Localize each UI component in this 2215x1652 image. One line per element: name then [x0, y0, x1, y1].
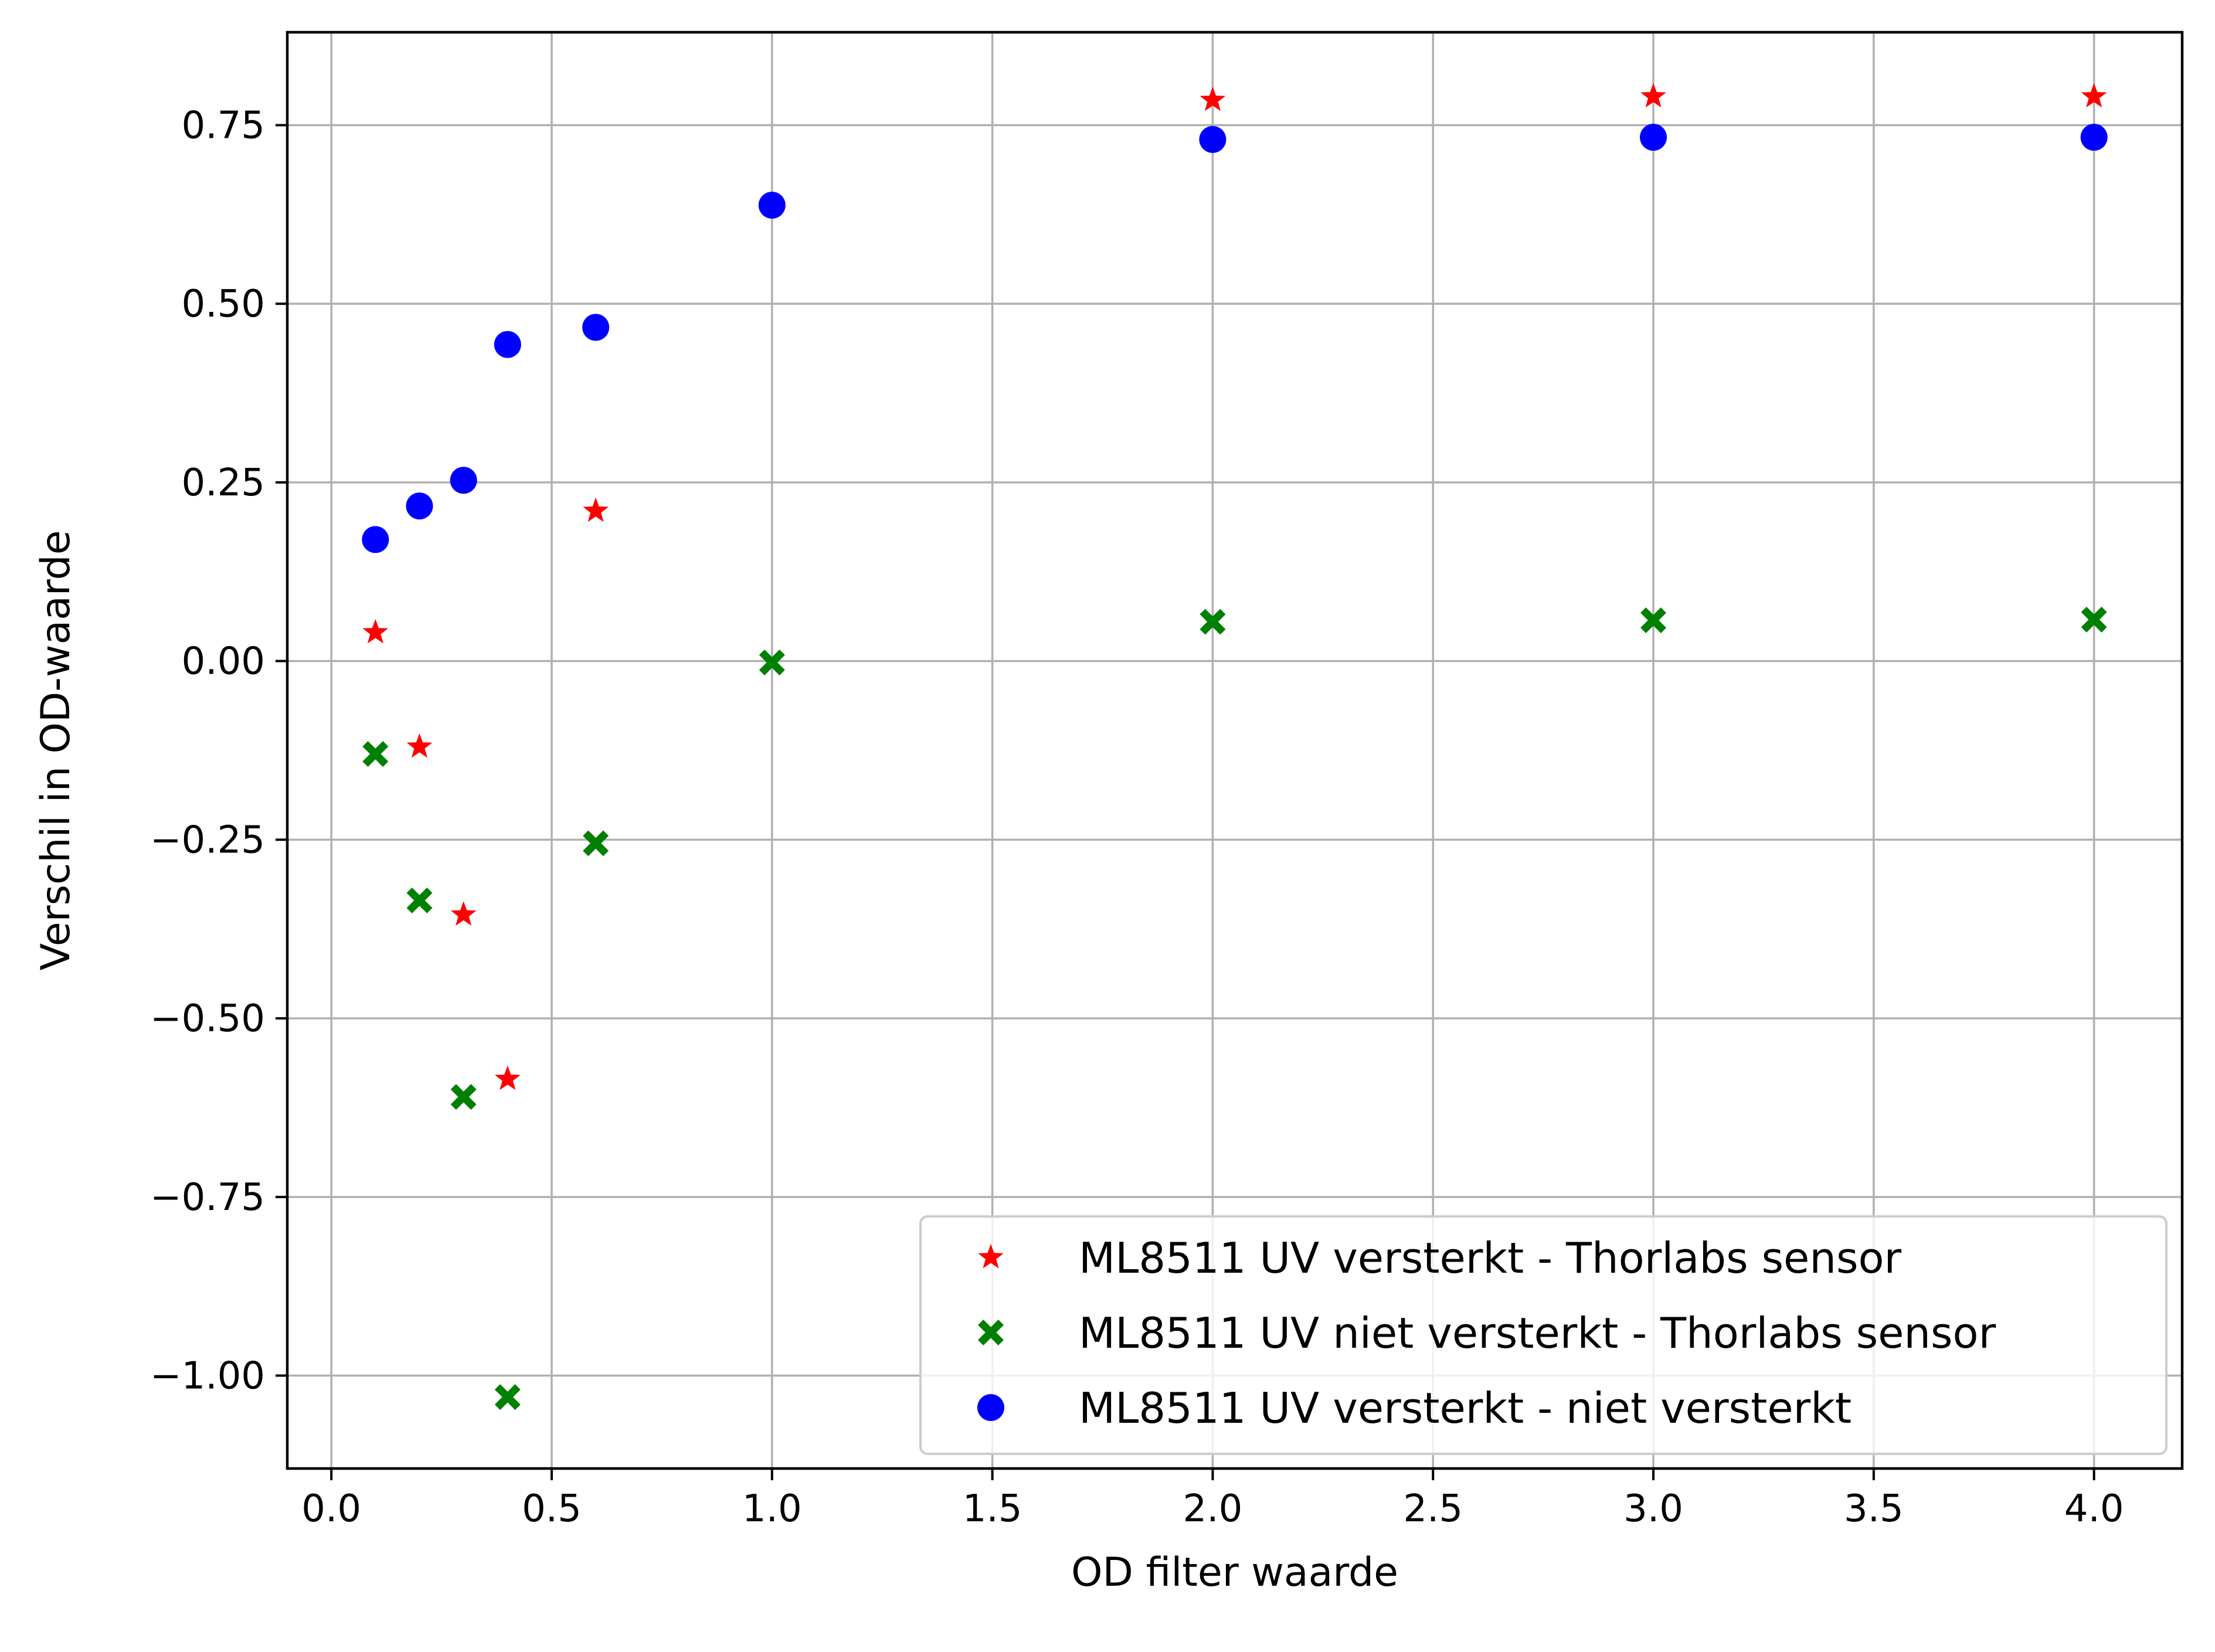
y-tick-label: −0.25	[150, 818, 265, 862]
data-point	[582, 314, 610, 341]
y-axis-label: Verschil in OD-waarde	[33, 530, 79, 970]
data-points	[362, 83, 2108, 1410]
x-tick-label: 3.0	[1623, 1487, 1683, 1531]
series-2	[362, 606, 2107, 1410]
legend-label: ML8511 UV versterkt - Thorlabs sensor	[1079, 1233, 1902, 1283]
data-point	[450, 467, 477, 494]
y-tick-label: −1.00	[150, 1355, 265, 1398]
data-point	[406, 492, 433, 520]
legend-marker	[978, 1320, 1004, 1345]
grid-lines	[287, 32, 2182, 1469]
y-tick-label: 0.25	[182, 461, 266, 505]
y-tick-label: −0.75	[150, 1176, 265, 1219]
legend-label: ML8511 UV versterkt - niet versterkt	[1079, 1384, 1852, 1433]
data-point	[362, 526, 389, 553]
legend-box	[919, 1215, 2168, 1455]
x-tick-label: 0.0	[301, 1487, 361, 1531]
data-point	[450, 1084, 477, 1110]
data-point	[406, 887, 433, 913]
data-point	[450, 901, 477, 926]
y-tick-label: 0.50	[182, 283, 266, 326]
data-point	[1199, 125, 1227, 153]
data-point	[406, 733, 433, 758]
data-point	[2081, 606, 2107, 633]
legend-marker	[977, 1394, 1004, 1421]
data-point	[494, 1384, 521, 1410]
legend: ML8511 UV versterkt - Thorlabs sensor ML8…	[919, 1215, 2168, 1455]
data-point	[494, 1065, 521, 1090]
data-point	[759, 650, 785, 676]
data-point	[1640, 607, 1667, 634]
series-1	[362, 83, 2107, 1090]
x-tick-label: 1.5	[963, 1487, 1022, 1531]
data-point	[1200, 609, 1226, 635]
data-point	[1640, 83, 1666, 108]
x-tick-label: 3.5	[1844, 1487, 1904, 1531]
data-point	[1640, 124, 1667, 151]
x-tick-label: 0.5	[522, 1487, 582, 1531]
series-3	[362, 124, 2108, 553]
x-tick-label: 1.0	[742, 1487, 802, 1531]
data-point	[583, 497, 609, 522]
axis-ticks: 0.0 0.5 1.0 1.5 2.0 2.5 3.0 3.5 4.0 0.75 0.50 0.25 0…	[150, 104, 2124, 1531]
legend-marker	[978, 1244, 1004, 1269]
data-point	[2080, 124, 2108, 151]
x-tick-label: 4.0	[2064, 1487, 2124, 1531]
y-tick-label: 0.00	[182, 640, 266, 684]
x-tick-label: 2.0	[1183, 1487, 1243, 1531]
data-point	[494, 331, 521, 358]
x-tick-label: 2.5	[1403, 1487, 1463, 1531]
plot-frame	[286, 30, 2184, 1470]
y-tick-label: 0.75	[182, 104, 266, 147]
data-point	[758, 191, 786, 219]
y-tick-label: −0.50	[150, 997, 265, 1041]
x-axis-label: OD filter waarde	[1071, 1549, 1398, 1596]
data-point	[2081, 83, 2107, 108]
legend-label: ML8511 UV niet versterkt - Thorlabs sens…	[1079, 1308, 1996, 1358]
data-point	[583, 830, 609, 856]
data-point	[362, 741, 389, 767]
data-point	[1200, 86, 1226, 111]
data-point	[362, 618, 389, 644]
